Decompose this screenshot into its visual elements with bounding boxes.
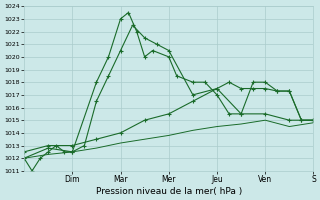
X-axis label: Pression niveau de la mer( hPa ): Pression niveau de la mer( hPa ) xyxy=(96,187,242,196)
